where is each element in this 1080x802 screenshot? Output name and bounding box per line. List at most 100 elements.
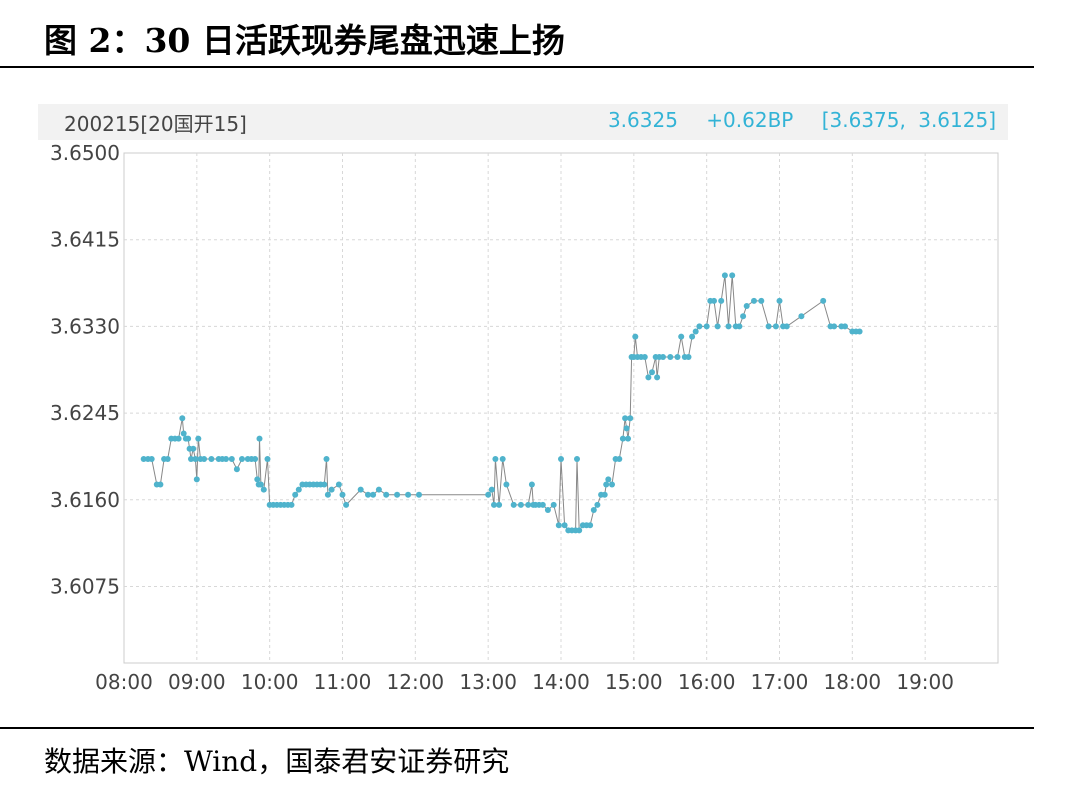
data-point	[485, 491, 492, 498]
y-tick-label: 3.6075	[50, 575, 120, 599]
data-point	[594, 501, 601, 508]
data-point	[609, 481, 615, 488]
y-tick-label: 3.6415	[50, 228, 120, 252]
data-point	[321, 481, 328, 488]
data-point	[192, 456, 199, 462]
x-tick-label: 13:00	[459, 670, 517, 694]
data-point	[576, 527, 583, 534]
data-point	[375, 486, 382, 493]
data-point	[492, 456, 499, 462]
data-point	[772, 323, 779, 330]
data-point	[328, 486, 335, 493]
y-tick-label: 3.6500	[50, 141, 120, 165]
data-point	[601, 491, 608, 498]
data-point	[765, 323, 772, 330]
x-tick-label: 16:00	[678, 670, 736, 694]
data-point	[820, 297, 827, 304]
data-point	[499, 456, 506, 462]
data-point	[561, 522, 568, 529]
data-point	[667, 354, 674, 360]
data-point	[654, 374, 661, 381]
data-point	[685, 354, 692, 360]
x-tick-label: 18:00	[824, 670, 882, 694]
data-point	[736, 323, 743, 330]
data-point	[649, 369, 655, 376]
data-point	[714, 323, 721, 330]
data-point	[740, 313, 747, 320]
y-tick-label: 3.6330	[50, 314, 120, 338]
x-tick-label: 12:00	[387, 670, 445, 694]
data-point	[743, 303, 750, 309]
data-point	[555, 522, 562, 529]
data-point	[625, 435, 631, 442]
data-point	[678, 333, 685, 340]
x-tick-label: 09:00	[168, 670, 226, 694]
data-point	[357, 486, 364, 493]
data-point	[603, 481, 610, 488]
data-point	[689, 333, 696, 340]
data-point	[623, 425, 630, 432]
data-point	[190, 445, 197, 452]
data-point	[729, 272, 736, 279]
data-point	[783, 323, 790, 330]
data-point	[616, 456, 623, 462]
data-point	[233, 466, 240, 473]
data-point	[590, 507, 597, 513]
data-point	[550, 501, 557, 508]
top-rule	[0, 66, 1034, 68]
last-value: 3.6325	[607, 108, 678, 132]
data-point	[856, 328, 863, 335]
data-point	[721, 272, 728, 279]
data-point	[605, 476, 612, 483]
data-point	[239, 456, 245, 462]
data-point	[323, 456, 330, 462]
data-point	[496, 501, 503, 508]
data-point	[416, 491, 422, 498]
data-point	[842, 323, 848, 330]
data-point	[558, 456, 564, 462]
quote-readout: 3.6325 +0.62BP [3.6375, 3.6125]	[592, 108, 996, 132]
data-point	[574, 456, 580, 462]
data-point	[179, 415, 186, 422]
data-point	[175, 435, 182, 442]
data-point	[528, 481, 535, 488]
change-value: +0.62BP	[706, 108, 794, 132]
data-point	[660, 354, 666, 360]
data-point	[193, 476, 200, 483]
data-point	[517, 501, 524, 508]
x-tick-label: 10:00	[241, 670, 299, 694]
y-tick-label: 3.6245	[50, 401, 120, 425]
data-point	[254, 476, 261, 483]
data-point	[343, 501, 350, 508]
range-value: [3.6375, 3.6125]	[821, 108, 996, 132]
data-point	[185, 435, 192, 442]
data-point	[703, 323, 710, 330]
data-point	[295, 486, 302, 493]
data-point	[201, 456, 208, 462]
data-point	[539, 501, 546, 508]
data-point	[587, 522, 594, 529]
data-point	[491, 501, 497, 508]
x-tick-label: 08:00	[95, 670, 153, 694]
data-point	[324, 491, 331, 498]
data-point	[725, 323, 732, 330]
data-point	[292, 491, 299, 498]
data-point	[405, 491, 412, 498]
data-point	[641, 354, 648, 360]
data-point	[696, 323, 703, 330]
x-tick-label: 17:00	[751, 670, 809, 694]
data-point	[510, 501, 517, 508]
data-point	[798, 313, 805, 320]
data-point	[692, 328, 699, 335]
figure-title: 图 2：30 日活跃现券尾盘迅速上扬	[44, 21, 565, 60]
data-point	[339, 491, 346, 498]
data-point	[488, 486, 495, 493]
instrument-label: 200215[20国开15]	[64, 112, 247, 136]
data-point	[188, 456, 194, 462]
data-point	[228, 456, 235, 462]
data-point	[503, 481, 510, 488]
x-tick-label: 15:00	[605, 670, 663, 694]
source-note: 数据来源：Wind，国泰君安证券研究	[44, 745, 510, 778]
data-point	[164, 456, 171, 462]
